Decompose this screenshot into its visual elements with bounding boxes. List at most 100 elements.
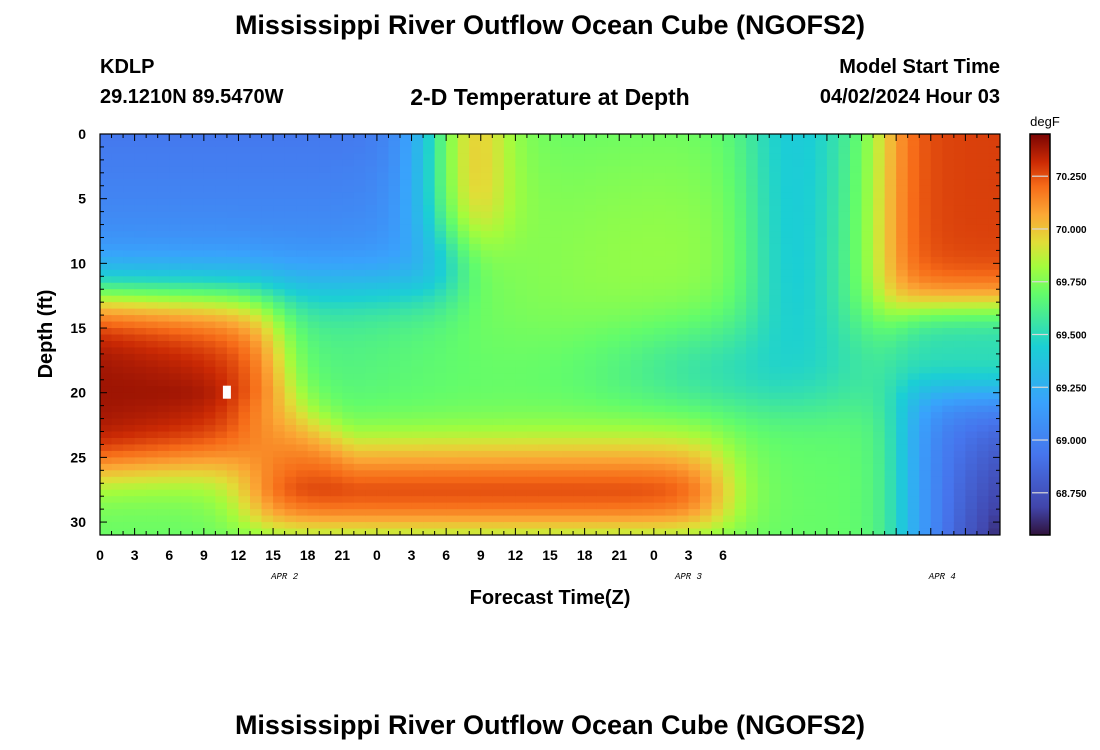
- heat-cell: [215, 502, 228, 510]
- heat-cell: [342, 457, 355, 465]
- heat-cell: [215, 218, 228, 226]
- heat-cell: [296, 437, 309, 445]
- heat-cell: [930, 366, 943, 374]
- heat-cell: [665, 315, 678, 323]
- heat-cell: [400, 159, 413, 167]
- heat-cell: [134, 405, 147, 413]
- heat-cell: [861, 386, 874, 394]
- heat-cell: [296, 153, 309, 161]
- heat-cell: [700, 263, 713, 271]
- heat-cell: [584, 276, 597, 284]
- heat-cell: [815, 250, 828, 258]
- heat-cell: [596, 205, 609, 213]
- heat-cell: [146, 334, 159, 342]
- heat-cell: [423, 528, 436, 535]
- heat-cell: [942, 237, 955, 245]
- heat-cell: [665, 237, 678, 245]
- heat-cell: [757, 496, 770, 504]
- heat-cell: [261, 295, 274, 303]
- heat-cell: [619, 366, 632, 374]
- heat-cell: [607, 373, 620, 381]
- heat-cell: [192, 463, 205, 471]
- heat-cell: [307, 502, 320, 510]
- heat-cell: [307, 146, 320, 154]
- heat-cell: [192, 431, 205, 439]
- heat-cell: [653, 444, 666, 452]
- heat-cell: [434, 237, 447, 245]
- heat-cell: [250, 437, 263, 445]
- heat-cell: [976, 515, 989, 523]
- heat-cell: [653, 489, 666, 497]
- heat-cell: [676, 463, 689, 471]
- heat-cell: [873, 496, 886, 504]
- heat-cell: [873, 457, 886, 465]
- heat-cell: [815, 146, 828, 154]
- heat-cell: [607, 166, 620, 174]
- heat-cell: [296, 405, 309, 413]
- heat-cell: [526, 373, 539, 381]
- heat-cell: [342, 321, 355, 329]
- heat-cell: [526, 366, 539, 374]
- heat-cell: [376, 276, 389, 284]
- heat-cell: [134, 360, 147, 368]
- heat-cell: [480, 256, 493, 264]
- heat-cell: [238, 392, 251, 400]
- heat-cell: [180, 237, 193, 245]
- heat-cell: [826, 470, 839, 478]
- heat-cell: [769, 412, 782, 420]
- heat-cell: [642, 179, 655, 187]
- heat-cell: [238, 386, 251, 394]
- heat-cell: [884, 522, 897, 530]
- heat-cell: [700, 476, 713, 484]
- heat-cell: [965, 412, 978, 420]
- heat-cell: [596, 146, 609, 154]
- heat-cell: [584, 166, 597, 174]
- heat-cell: [826, 153, 839, 161]
- heat-cell: [919, 256, 932, 264]
- heat-cell: [319, 218, 332, 226]
- heat-cell: [307, 483, 320, 491]
- heat-cell: [665, 463, 678, 471]
- heat-cell: [100, 463, 113, 471]
- heat-cell: [596, 476, 609, 484]
- heat-cell: [619, 334, 632, 342]
- heat-cell: [400, 243, 413, 251]
- heat-cell: [330, 256, 343, 264]
- heat-cell: [965, 450, 978, 458]
- heat-cell: [434, 218, 447, 226]
- heat-cell: [307, 250, 320, 258]
- heat-cell: [192, 379, 205, 387]
- heat-cell: [284, 334, 297, 342]
- heat-cell: [746, 237, 759, 245]
- heat-cell: [307, 489, 320, 497]
- heat-cell: [134, 211, 147, 219]
- heat-cell: [826, 295, 839, 303]
- heat-cell: [642, 386, 655, 394]
- heat-cell: [376, 412, 389, 420]
- heat-cell: [734, 192, 747, 200]
- heat-cell: [342, 302, 355, 310]
- heat-cell: [400, 315, 413, 323]
- heat-cell: [815, 211, 828, 219]
- heat-cell: [619, 444, 632, 452]
- heat-cell: [400, 172, 413, 180]
- heat-cell: [423, 437, 436, 445]
- heat-cell: [469, 179, 482, 187]
- heat-cell: [930, 457, 943, 465]
- heat-cell: [203, 340, 216, 348]
- heat-cell: [769, 328, 782, 335]
- heat-cell: [676, 263, 689, 271]
- heat-cell: [757, 231, 770, 238]
- heat-cell: [792, 159, 805, 167]
- heat-cell: [526, 256, 539, 264]
- heat-cell: [423, 470, 436, 478]
- heat-cell: [526, 522, 539, 530]
- heat-cell: [180, 224, 193, 232]
- heat-cell: [284, 256, 297, 264]
- heat-cell: [619, 140, 632, 148]
- heat-cell: [353, 159, 366, 167]
- heat-cell: [123, 282, 136, 290]
- heat-cell: [803, 450, 816, 458]
- heat-cell: [942, 185, 955, 193]
- heat-cell: [411, 450, 424, 458]
